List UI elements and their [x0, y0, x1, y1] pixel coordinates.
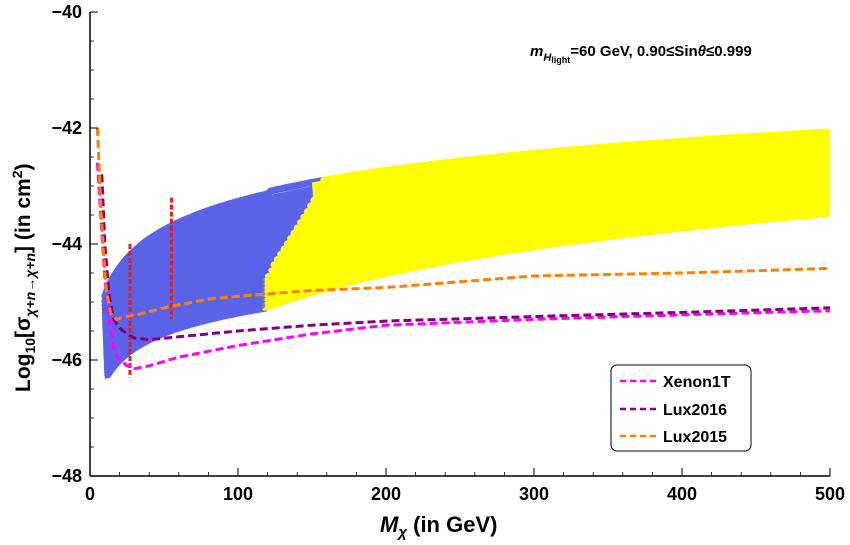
scan-band-yellow: [262, 206, 830, 303]
x-tick-label: 200: [371, 484, 401, 504]
scan-regions: [101, 128, 830, 381]
series-line-lux2015: [95, 127, 830, 322]
scan-band-yellow: [262, 209, 830, 307]
x-tick-label: 0: [85, 484, 95, 504]
x-tick-label: 100: [223, 484, 253, 504]
x-tick-label: 500: [815, 484, 845, 504]
legend: Xenon1T Lux2016 Lux2015: [610, 364, 752, 452]
scan-band-yellow: [265, 188, 830, 279]
scan-band-yellow: [262, 197, 830, 292]
scan-region-blue-fill: [104, 194, 265, 381]
y-tick-label: −40: [51, 2, 82, 22]
y-tick-label: −44: [51, 234, 82, 254]
legend-label-lux2015: Lux2015: [663, 429, 727, 446]
scan-band-yellow: [268, 186, 830, 273]
limit-curves: [95, 127, 830, 371]
axis-ticks: 0 100 200 300 400 500 −48 −46 −44 −42 −40: [51, 2, 845, 504]
scan-band-yellow: [262, 194, 830, 288]
scan-band-yellow: [262, 191, 830, 284]
x-tick-label: 300: [519, 484, 549, 504]
legend-box: [610, 364, 752, 452]
y-axis-label: Log10[σχ+n→χ+n] (in cm2): [9, 163, 38, 392]
scan-band-yellow: [270, 181, 830, 269]
scan-band-yellow: [262, 203, 830, 300]
scan-band-yellow: [262, 200, 830, 296]
x-axis-label: Mχ (in GeV): [380, 512, 497, 541]
scan-region-yellow-fill: [312, 132, 830, 226]
legend-label-xenon1t: Xenon1T: [663, 374, 731, 391]
annotation-text: mHlight=60 GeV, 0.90≤Sinθ≤0.999: [530, 43, 752, 65]
y-tick-label: −46: [51, 350, 82, 370]
legend-label-lux2016: Lux2016: [663, 402, 727, 419]
y-tick-label: −42: [51, 118, 82, 138]
scan-band-yellow: [262, 212, 830, 311]
y-tick-label: −48: [51, 466, 82, 486]
x-tick-label: 400: [667, 484, 697, 504]
